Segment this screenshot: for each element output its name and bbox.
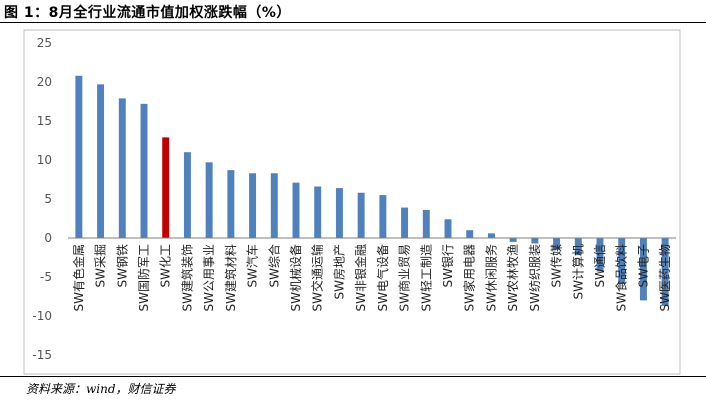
bar xyxy=(574,238,582,256)
bottom-rule xyxy=(0,376,706,377)
category-labels: SW有色金属 SW采掘 SW钢铁 SW国防军工 SW化工 SW建筑装饰 SW公用事业 SW建筑… xyxy=(71,244,672,311)
bar-series xyxy=(75,75,669,306)
category-label: SW汽车 xyxy=(245,244,260,287)
bar xyxy=(661,238,669,306)
y-tick-label: 20 xyxy=(37,75,52,89)
category-label: SW化工 xyxy=(159,244,173,287)
category-label: SW交通运输 xyxy=(310,244,325,311)
bar xyxy=(140,103,148,238)
bar xyxy=(205,162,213,238)
category-label: SW医药生物 xyxy=(658,244,672,311)
category-label: SW电气设备 xyxy=(375,244,390,311)
bar xyxy=(162,137,170,238)
category-label: SW传媒 xyxy=(549,244,564,287)
y-tick-label: -10 xyxy=(32,309,52,323)
bar xyxy=(422,209,430,238)
bar xyxy=(118,98,126,238)
bar xyxy=(444,219,452,238)
bar xyxy=(227,170,235,238)
category-label: SW农林牧渔 xyxy=(506,244,520,311)
y-tick-label: 25 xyxy=(37,36,52,50)
bar xyxy=(75,75,83,238)
bar xyxy=(97,84,105,238)
y-axis-ticks: 25 20 15 10 5 0 -5 -10 -15 xyxy=(32,36,52,362)
category-label: SW钢铁 xyxy=(115,244,129,287)
bar xyxy=(487,233,495,238)
bar xyxy=(379,195,387,238)
y-tick-label: 15 xyxy=(37,114,52,128)
bar xyxy=(314,186,322,238)
bar xyxy=(249,173,257,238)
bar xyxy=(618,238,626,285)
category-label: SW轻工制造 xyxy=(419,244,433,311)
y-tick-label: -5 xyxy=(40,270,52,284)
category-label: SW计算机 xyxy=(570,244,585,299)
category-label: SW电子 xyxy=(636,244,650,287)
category-label: SW有色金属 xyxy=(71,244,86,311)
bar xyxy=(357,192,365,238)
top-rule xyxy=(0,22,706,23)
category-label: SW机械设备 xyxy=(288,244,303,311)
category-label: SW非银金融 xyxy=(353,244,368,311)
y-tick-label: 0 xyxy=(44,231,52,245)
bar xyxy=(596,238,604,272)
category-label: SW建筑材料 xyxy=(223,244,238,311)
bar xyxy=(639,238,647,301)
bar xyxy=(509,238,517,242)
category-label: SW食品饮料 xyxy=(614,244,629,311)
bar xyxy=(292,182,300,238)
category-label: SW房地产 xyxy=(331,244,346,299)
y-tick-label: 10 xyxy=(37,153,52,167)
category-label: SW银行 xyxy=(441,244,455,287)
bar xyxy=(466,230,474,238)
bar xyxy=(270,173,278,238)
source-note: 资料来源：wind，财信证券 xyxy=(26,382,176,396)
bar xyxy=(401,207,409,238)
figure-title: 图 1：8月全行业流通市值加权涨跌幅（%） xyxy=(4,5,291,21)
category-label: SW建筑装饰 xyxy=(179,244,194,311)
category-label: SW商业贸易 xyxy=(397,244,412,311)
y-tick-label: -15 xyxy=(32,348,52,362)
bar xyxy=(531,238,539,244)
category-label: SW采掘 xyxy=(93,244,108,287)
y-tick-label: 5 xyxy=(44,192,52,206)
category-label: SW国防军工 xyxy=(136,244,151,311)
category-label: SW家用电器 xyxy=(462,244,477,311)
bar xyxy=(553,238,561,250)
bar xyxy=(183,152,191,238)
bar xyxy=(335,188,343,238)
category-label: SW休闲服务 xyxy=(483,244,498,311)
category-label: SW综合 xyxy=(266,244,281,287)
plot-area-frame xyxy=(23,29,681,375)
category-label: SW通信 xyxy=(593,244,607,287)
category-label: SW公用事业 xyxy=(202,244,216,311)
category-label: SW纺织服装 xyxy=(528,244,542,311)
